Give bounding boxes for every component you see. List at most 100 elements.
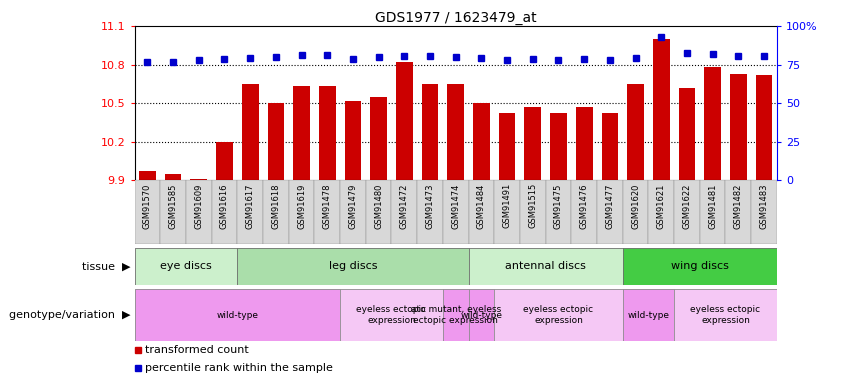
Bar	[340, 289, 443, 341]
Text: GSM91622: GSM91622	[682, 183, 692, 228]
Bar	[602, 113, 618, 180]
Bar	[422, 84, 438, 180]
Bar	[418, 180, 443, 244]
Bar	[494, 180, 520, 244]
Bar	[679, 88, 695, 180]
Text: GSM91483: GSM91483	[760, 183, 768, 229]
Bar	[396, 62, 412, 180]
Text: genotype/variation  ▶: genotype/variation ▶	[9, 310, 130, 320]
Bar	[443, 289, 469, 341]
Text: wild-type: wild-type	[628, 310, 669, 320]
Bar	[473, 103, 490, 180]
Text: GSM91476: GSM91476	[580, 183, 589, 229]
Text: GSM91484: GSM91484	[477, 183, 486, 228]
Text: GSM91480: GSM91480	[374, 183, 383, 228]
Bar	[267, 103, 284, 180]
Bar	[550, 113, 567, 180]
Bar	[622, 180, 648, 244]
Text: GSM91515: GSM91515	[529, 183, 537, 228]
Text: wild-type: wild-type	[460, 310, 503, 320]
Text: GSM91619: GSM91619	[297, 183, 306, 228]
Text: GSM91481: GSM91481	[708, 183, 717, 228]
Text: antennal discs: antennal discs	[505, 261, 586, 271]
Text: tissue  ▶: tissue ▶	[82, 261, 130, 271]
Bar	[726, 180, 751, 244]
Bar	[546, 180, 571, 244]
Text: leg discs: leg discs	[329, 261, 378, 271]
Bar	[520, 180, 546, 244]
Text: GSM91585: GSM91585	[168, 183, 178, 228]
Text: eye discs: eye discs	[160, 261, 212, 271]
Text: wing discs: wing discs	[671, 261, 729, 271]
Bar	[575, 107, 593, 180]
Bar	[756, 75, 773, 180]
Bar	[622, 248, 777, 285]
Text: GSM91472: GSM91472	[400, 183, 409, 228]
Bar	[237, 180, 263, 244]
Text: ato mutant, eyeless
ectopic expression: ato mutant, eyeless ectopic expression	[411, 305, 501, 325]
Bar	[622, 289, 674, 341]
Bar	[135, 248, 237, 285]
Bar	[371, 97, 387, 180]
Bar	[216, 142, 233, 180]
Bar	[674, 289, 777, 341]
Text: GSM91617: GSM91617	[246, 183, 254, 229]
Bar	[165, 174, 181, 180]
Bar	[751, 180, 777, 244]
Bar	[648, 180, 674, 244]
Text: eyeless ectopic
expression: eyeless ectopic expression	[523, 305, 594, 325]
Bar	[186, 180, 212, 244]
Bar	[135, 289, 340, 341]
Bar	[139, 171, 155, 180]
Bar	[469, 289, 494, 341]
Text: eyeless ectopic
expression: eyeless ectopic expression	[357, 305, 426, 325]
Text: GSM91474: GSM91474	[451, 183, 460, 228]
Bar	[365, 180, 391, 244]
Bar	[345, 100, 361, 180]
Bar	[499, 113, 516, 180]
Bar	[237, 248, 469, 285]
Text: GSM91609: GSM91609	[194, 183, 203, 228]
Text: GSM91479: GSM91479	[348, 183, 358, 228]
Bar	[161, 180, 186, 244]
Bar	[289, 180, 314, 244]
Bar	[730, 74, 746, 180]
Text: GSM91477: GSM91477	[605, 183, 615, 229]
Bar	[340, 180, 365, 244]
Text: GSM91621: GSM91621	[657, 183, 666, 228]
Bar	[263, 180, 289, 244]
Bar	[524, 107, 541, 180]
Title: GDS1977 / 1623479_at: GDS1977 / 1623479_at	[375, 11, 536, 25]
Text: GSM91618: GSM91618	[272, 183, 280, 229]
Bar	[494, 289, 622, 341]
Text: GSM91620: GSM91620	[631, 183, 640, 228]
Bar	[571, 180, 597, 244]
Bar	[190, 179, 207, 180]
Bar	[469, 248, 622, 285]
Text: GSM91616: GSM91616	[220, 183, 229, 229]
Bar	[447, 84, 464, 180]
Bar	[242, 84, 259, 180]
Text: wild-type: wild-type	[216, 310, 259, 320]
Bar	[469, 180, 494, 244]
Text: GSM91475: GSM91475	[554, 183, 563, 228]
Bar	[704, 67, 721, 180]
Bar	[314, 180, 340, 244]
Bar	[319, 87, 336, 180]
Bar	[212, 180, 237, 244]
Bar	[135, 180, 161, 244]
Text: GSM91482: GSM91482	[733, 183, 743, 228]
Text: percentile rank within the sample: percentile rank within the sample	[145, 363, 333, 373]
Bar	[700, 180, 726, 244]
Bar	[293, 87, 310, 180]
Bar	[653, 39, 669, 180]
Text: eyeless ectopic
expression: eyeless ectopic expression	[690, 305, 760, 325]
Bar	[391, 180, 418, 244]
Bar	[597, 180, 622, 244]
Bar	[443, 180, 469, 244]
Bar	[674, 180, 700, 244]
Text: GSM91570: GSM91570	[143, 183, 152, 228]
Bar	[628, 84, 644, 180]
Text: GSM91473: GSM91473	[425, 183, 435, 229]
Text: GSM91491: GSM91491	[503, 183, 511, 228]
